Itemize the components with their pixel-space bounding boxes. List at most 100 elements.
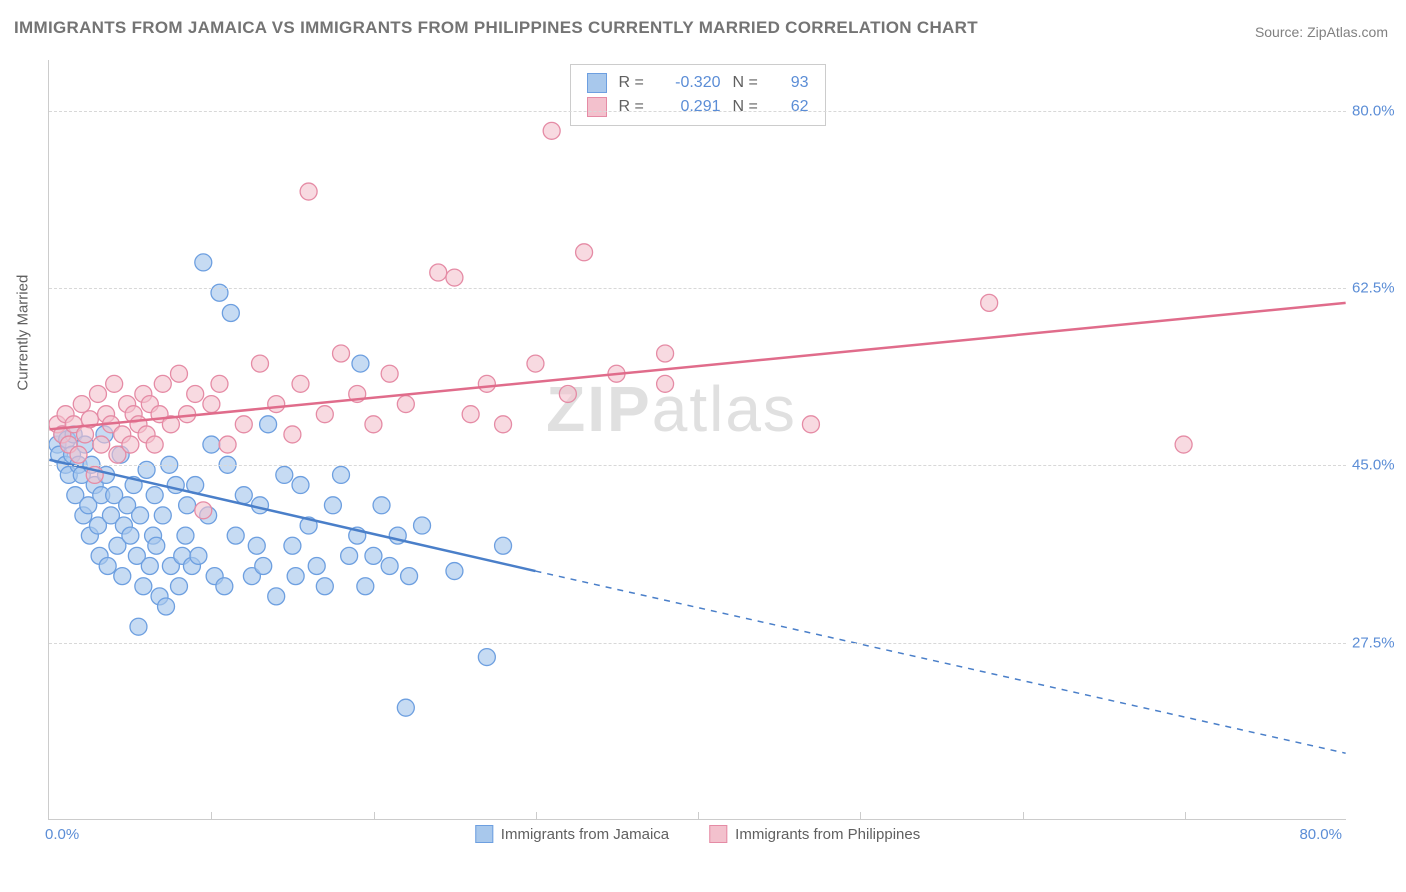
- scatter-point-philippines: [219, 436, 236, 453]
- scatter-point-jamaica: [341, 547, 358, 564]
- scatter-point-jamaica: [73, 466, 90, 483]
- scatter-point-philippines: [187, 385, 204, 402]
- x-axis-max: 80.0%: [1299, 826, 1342, 843]
- scatter-point-jamaica: [227, 527, 244, 544]
- scatter-point-jamaica: [130, 618, 147, 635]
- scatter-point-jamaica: [276, 466, 293, 483]
- scatter-point-philippines: [102, 416, 119, 433]
- scatter-point-philippines: [381, 365, 398, 382]
- scatter-point-jamaica: [352, 355, 369, 372]
- scatter-point-philippines: [70, 446, 87, 463]
- y-tick-label: 62.5%: [1352, 280, 1404, 297]
- scatter-point-jamaica: [146, 487, 163, 504]
- watermark-bold: ZIP: [546, 373, 652, 445]
- scatter-point-philippines: [141, 396, 158, 413]
- scatter-point-jamaica: [287, 568, 304, 585]
- scatter-point-philippines: [106, 375, 123, 392]
- scatter-point-jamaica: [145, 527, 162, 544]
- scatter-point-jamaica: [252, 497, 269, 514]
- scatter-point-philippines: [527, 355, 544, 372]
- scatter-point-philippines: [211, 375, 228, 392]
- scatter-point-philippines: [49, 416, 66, 433]
- scatter-point-jamaica: [86, 477, 103, 494]
- scatter-point-philippines: [146, 436, 163, 453]
- scatter-point-jamaica: [179, 497, 196, 514]
- stat-n-label: N =: [733, 98, 763, 116]
- scatter-point-philippines: [608, 365, 625, 382]
- scatter-point-jamaica: [216, 578, 233, 595]
- scatter-point-jamaica: [478, 649, 495, 666]
- scatter-point-philippines: [284, 426, 301, 443]
- stat-box: R =-0.320N =93R =0.291N =62: [570, 64, 826, 126]
- scatter-point-jamaica: [284, 537, 301, 554]
- scatter-point-jamaica: [138, 461, 155, 478]
- scatter-point-philippines: [77, 426, 94, 443]
- gridline-v: [536, 812, 537, 820]
- scatter-point-philippines: [430, 264, 447, 281]
- scatter-point-philippines: [60, 436, 77, 453]
- scatter-point-philippines: [130, 416, 147, 433]
- stat-row-philippines: R =0.291N =62: [587, 95, 809, 119]
- gridline-h: [49, 465, 1346, 466]
- scatter-point-jamaica: [222, 305, 239, 322]
- scatter-point-philippines: [135, 385, 152, 402]
- scatter-point-philippines: [57, 406, 74, 423]
- scatter-point-jamaica: [91, 547, 108, 564]
- y-tick-label: 27.5%: [1352, 634, 1404, 651]
- scatter-point-jamaica: [495, 537, 512, 554]
- scatter-point-jamaica: [316, 578, 333, 595]
- gridline-v: [374, 812, 375, 820]
- scatter-point-jamaica: [151, 588, 168, 605]
- scatter-point-philippines: [657, 345, 674, 362]
- scatter-point-jamaica: [148, 537, 165, 554]
- legend-label: Immigrants from Jamaica: [501, 826, 669, 843]
- scatter-point-jamaica: [114, 568, 131, 585]
- y-tick-label: 45.0%: [1352, 457, 1404, 474]
- scatter-point-jamaica: [106, 487, 123, 504]
- scatter-point-philippines: [397, 396, 414, 413]
- scatter-point-philippines: [109, 446, 126, 463]
- scatter-point-jamaica: [132, 507, 149, 524]
- stat-row-jamaica: R =-0.320N =93: [587, 71, 809, 95]
- regression-line-philippines: [49, 303, 1345, 430]
- scatter-point-jamaica: [60, 466, 77, 483]
- chart-title: IMMIGRANTS FROM JAMAICA VS IMMIGRANTS FR…: [14, 18, 978, 38]
- scatter-point-philippines: [162, 416, 179, 433]
- scatter-point-philippines: [89, 385, 106, 402]
- scatter-point-jamaica: [206, 568, 223, 585]
- scatter-point-jamaica: [112, 446, 129, 463]
- gridline-v: [211, 812, 212, 820]
- scatter-point-philippines: [268, 396, 285, 413]
- scatter-point-philippines: [98, 406, 115, 423]
- stat-r-value: 0.291: [661, 98, 721, 116]
- scatter-point-jamaica: [203, 436, 220, 453]
- scatter-point-jamaica: [122, 527, 139, 544]
- stat-r-label: R =: [619, 74, 649, 92]
- scatter-point-jamaica: [67, 487, 84, 504]
- scatter-point-philippines: [495, 416, 512, 433]
- watermark-light: atlas: [652, 373, 797, 445]
- scatter-point-philippines: [1175, 436, 1192, 453]
- y-axis-label: Currently Married: [15, 274, 32, 390]
- scatter-point-philippines: [54, 426, 71, 443]
- scatter-point-philippines: [576, 244, 593, 261]
- scatter-point-jamaica: [96, 426, 113, 443]
- scatter-point-jamaica: [414, 517, 431, 534]
- scatter-point-philippines: [252, 355, 269, 372]
- regression-line-dashed-jamaica: [535, 571, 1345, 753]
- scatter-point-philippines: [203, 396, 220, 413]
- scatter-point-jamaica: [190, 547, 207, 564]
- svg-layer: [49, 60, 1346, 819]
- scatter-point-philippines: [543, 122, 560, 139]
- scatter-point-jamaica: [80, 497, 97, 514]
- scatter-point-jamaica: [349, 527, 366, 544]
- scatter-point-jamaica: [49, 436, 66, 453]
- gridline-v: [860, 812, 861, 820]
- scatter-point-jamaica: [98, 466, 115, 483]
- scatter-point-jamaica: [243, 568, 260, 585]
- plot-area: Currently Married ZIPatlas R =-0.320N =9…: [48, 60, 1346, 820]
- scatter-point-jamaica: [128, 547, 145, 564]
- scatter-point-jamaica: [260, 416, 277, 433]
- scatter-point-philippines: [300, 183, 317, 200]
- gridline-v: [1185, 812, 1186, 820]
